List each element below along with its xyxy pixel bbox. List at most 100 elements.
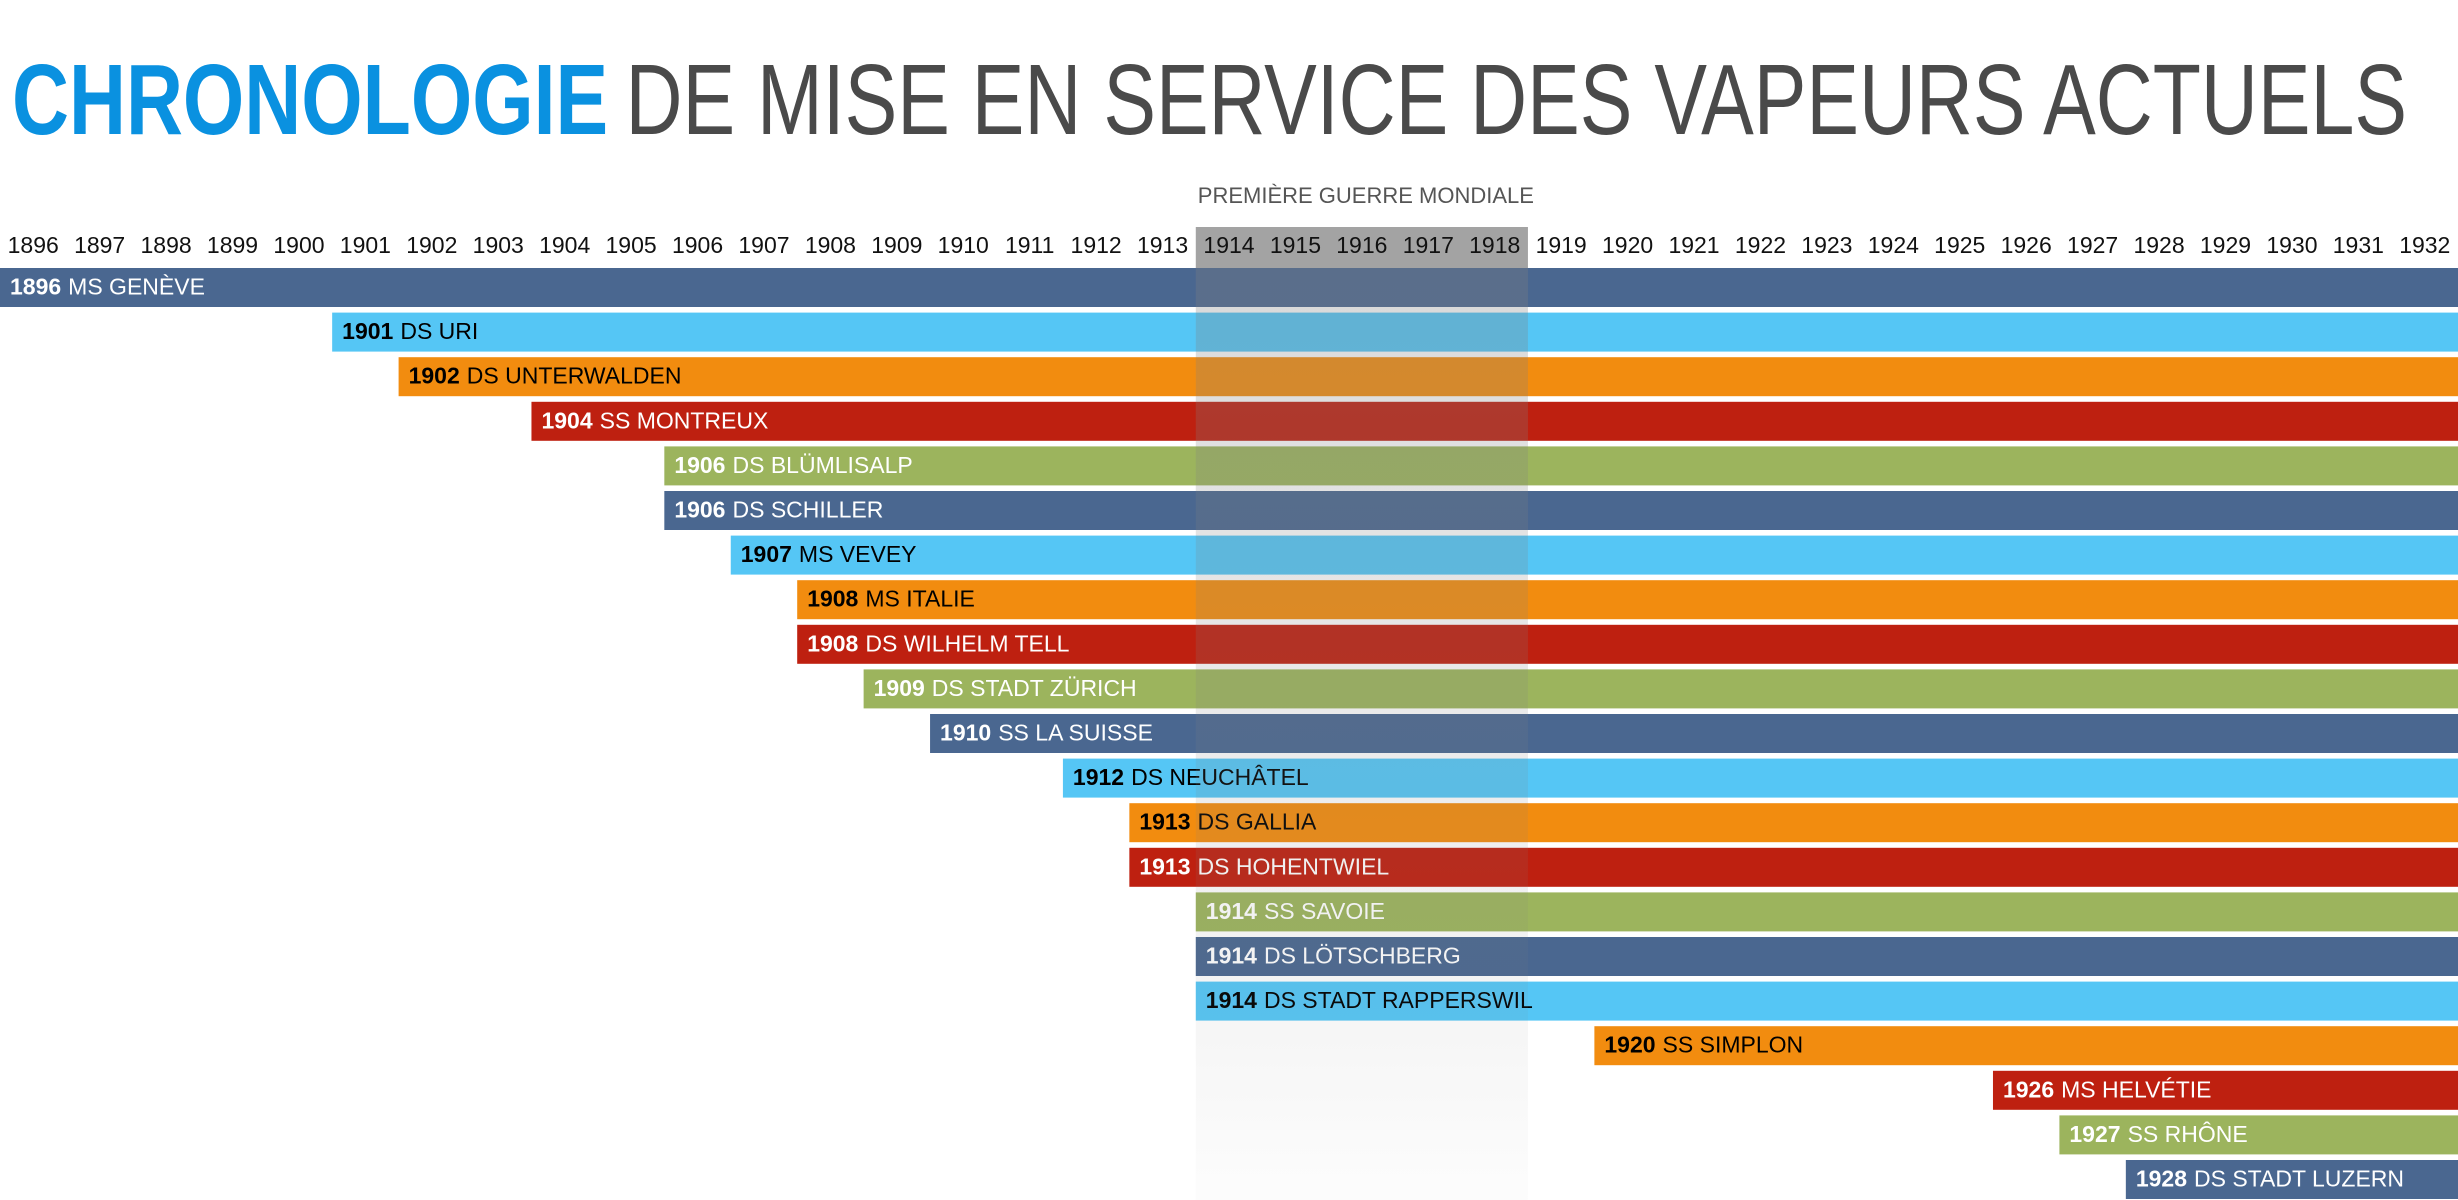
bar-name: DS UNTERWALDEN <box>467 363 682 389</box>
bar-name: SS RHÔNE <box>2128 1120 2248 1147</box>
bar-year: 1910 <box>940 720 991 746</box>
bar-name: MS ITALIE <box>865 586 975 612</box>
bar-year: 1901 <box>342 318 393 344</box>
bar-label: 1910 SS LA SUISSE <box>940 720 1153 746</box>
x-tick-label: 1900 <box>273 232 324 258</box>
title-rest: DE MISE EN SERVICE DES VAPEURS ACTUELS <box>625 44 2407 156</box>
x-tick-label: 1919 <box>1536 232 1587 258</box>
bar-name: SS MONTREUX <box>600 407 769 433</box>
bar-label: 1907 MS VEVEY <box>741 541 917 567</box>
x-tick-label: 1911 <box>1005 232 1054 258</box>
bar-year: 1909 <box>874 675 925 701</box>
bar-year: 1913 <box>1139 853 1190 879</box>
period-header <box>1195 227 1528 268</box>
bar-label: 1908 DS WILHELM TELL <box>807 630 1069 656</box>
bar-label: 1904 SS MONTREUX <box>541 407 768 433</box>
bar <box>797 580 2458 620</box>
bar-year: 1906 <box>674 497 725 523</box>
x-tick-label: 1921 <box>1668 232 1719 258</box>
bar-year: 1926 <box>2003 1076 2054 1102</box>
bar-name: SS LA SUISSE <box>998 720 1153 746</box>
bar-name: DS WILHELM TELL <box>865 630 1069 656</box>
title-highlight: CHRONOLOGIE <box>12 44 608 156</box>
x-tick-label: 1898 <box>140 232 191 258</box>
bar <box>730 535 2458 575</box>
bar-label: 1927 SS RHÔNE <box>2069 1120 2247 1147</box>
x-tick-label: 1920 <box>1602 232 1653 258</box>
bar-label: 1896 MS GENÈVE <box>10 274 205 300</box>
x-tick-label: 1905 <box>606 232 657 258</box>
x-tick-label: 1913 <box>1137 232 1188 258</box>
bar <box>2059 1115 2458 1155</box>
x-tick-label: 1925 <box>1934 232 1985 258</box>
bar-label: 1902 DS UNTERWALDEN <box>409 363 682 389</box>
x-tick-label: 1899 <box>207 232 258 258</box>
bar <box>664 446 2458 486</box>
bar-name: MS GENÈVE <box>68 274 205 300</box>
bar-name: DS URI <box>400 318 478 344</box>
bar <box>1992 1070 2458 1110</box>
period-band <box>1195 268 1528 1200</box>
bar-name: MS VEVEY <box>799 541 917 567</box>
bar-name: DS SCHILLER <box>732 497 883 523</box>
x-tick-label: 1909 <box>871 232 922 258</box>
x-tick-label: 1897 <box>74 232 125 258</box>
bar <box>1594 1026 2458 1066</box>
bar-year: 1896 <box>10 274 61 300</box>
bar <box>2125 1160 2458 1199</box>
bar-label: 1926 MS HELVÉTIE <box>2003 1076 2212 1102</box>
x-tick-label: 1910 <box>938 232 989 258</box>
bar-year: 1928 <box>2136 1166 2187 1192</box>
bar-name: DS BLÜMLISALP <box>732 452 912 478</box>
bar-name: DS STADT ZÜRICH <box>932 675 1137 701</box>
bar-year: 1907 <box>741 541 792 567</box>
chart-title: CHRONOLOGIEDE MISE EN SERVICE DES VAPEUR… <box>12 44 2407 156</box>
x-tick-label: 1914 <box>1203 232 1254 258</box>
x-tick-label: 1904 <box>539 232 590 258</box>
bar-year: 1908 <box>807 630 858 656</box>
x-tick-label: 1916 <box>1336 232 1387 258</box>
bar-year: 1908 <box>807 586 858 612</box>
bar-year: 1927 <box>2069 1121 2120 1147</box>
bar-year: 1912 <box>1073 764 1124 790</box>
x-tick-label: 1903 <box>473 232 524 258</box>
bar-year: 1902 <box>409 363 460 389</box>
x-tick-label: 1930 <box>2266 232 2317 258</box>
bar-year: 1904 <box>541 407 592 433</box>
bar <box>930 714 2458 753</box>
x-tick-label: 1923 <box>1801 232 1852 258</box>
x-tick-label: 1931 <box>2333 232 2384 258</box>
x-tick-label: 1907 <box>738 232 789 258</box>
bar-label: 1901 DS URI <box>342 318 478 344</box>
x-tick-label: 1922 <box>1735 232 1786 258</box>
bar-year: 1906 <box>674 452 725 478</box>
bar-label: 1908 MS ITALIE <box>807 586 975 612</box>
x-tick-label: 1896 <box>8 232 59 258</box>
x-tick-label: 1924 <box>1868 232 1919 258</box>
bar-label: 1909 DS STADT ZÜRICH <box>874 675 1137 701</box>
x-tick-label: 1912 <box>1071 232 1122 258</box>
bar-name: MS HELVÉTIE <box>2061 1076 2211 1102</box>
bar <box>664 491 2458 530</box>
bar-label: 1928 DS STADT LUZERN <box>2136 1166 2404 1192</box>
x-tick-label: 1902 <box>406 232 457 258</box>
x-tick-label: 1932 <box>2399 232 2450 258</box>
x-tick-label: 1915 <box>1270 232 1321 258</box>
bar <box>797 624 2458 664</box>
x-tick-label: 1928 <box>2133 232 2184 258</box>
bar-label: 1906 DS SCHILLER <box>674 497 883 523</box>
x-tick-label: 1918 <box>1469 232 1520 258</box>
x-tick-label: 1908 <box>805 232 856 258</box>
x-tick-label: 1906 <box>672 232 723 258</box>
bar-label: 1920 SS SIMPLON <box>1604 1032 1803 1058</box>
period-label: PREMIÈRE GUERRE MONDIALE <box>1198 183 1534 208</box>
bar-year: 1920 <box>1604 1032 1655 1058</box>
bar-label: 1906 DS BLÜMLISALP <box>674 452 912 478</box>
x-tick-label: 1929 <box>2200 232 2251 258</box>
x-tick-label: 1927 <box>2067 232 2118 258</box>
x-tick-label: 1926 <box>2001 232 2052 258</box>
bar-year: 1913 <box>1139 809 1190 835</box>
x-tick-label: 1901 <box>340 232 391 258</box>
bar-name: SS SIMPLON <box>1663 1032 1804 1058</box>
